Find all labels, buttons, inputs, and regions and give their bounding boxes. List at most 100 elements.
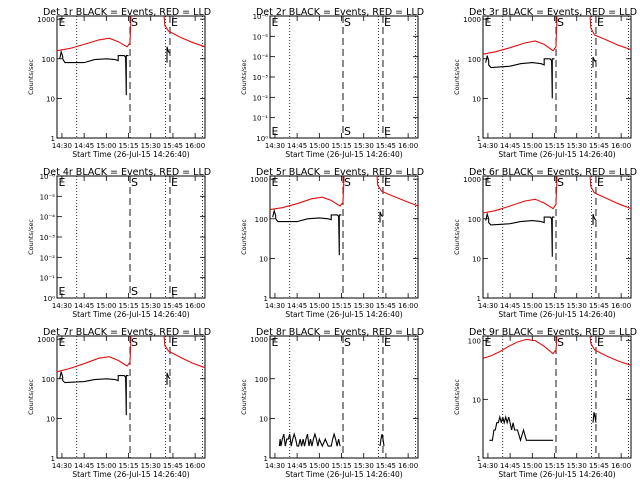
- panel-4r-ytick-label: 10⁻³: [40, 234, 56, 242]
- panel-4r-ytick-label: 10⁻²: [40, 254, 56, 262]
- panel-7r-xtick-label: 14:30: [52, 462, 72, 470]
- panel-5r-lld-line-seg1: [376, 175, 419, 207]
- panel-1r-marker-top-e: E: [58, 16, 65, 29]
- panel-4r-ylabel: Counts/sec: [27, 219, 35, 255]
- panel-4r-ytick-label: 10⁻⁴: [40, 214, 56, 222]
- panel-9r-events-line-seg0: [489, 414, 554, 443]
- panel-9r-xtick-label: 16:00: [611, 462, 631, 470]
- panel-4r-marker-top-s: S: [131, 176, 138, 189]
- panel-4r-xlabel: Start Time (26-Jul-15 14:26:40): [72, 310, 189, 319]
- panel-6r-marker-top-e: E: [597, 176, 604, 189]
- panel-1r-title: Det 1r BLACK = Events, RED = LLD: [43, 7, 211, 18]
- panel-5r-ytick-label: 100: [255, 216, 268, 224]
- panel-2r-ytick-label: 10⁻⁵: [253, 33, 269, 41]
- panel-2r-title: Det 2r BLACK = Events, RED = LLD: [256, 7, 424, 18]
- panel-1r-marker-top-s: S: [131, 16, 138, 29]
- panel-4r-ytick-label: 10⁻¹: [40, 275, 56, 283]
- panel-7r-xtick-label: 15:15: [118, 462, 138, 470]
- panel-6r-xlabel: Start Time (26-Jul-15 14:26:40): [498, 310, 615, 319]
- panel-9r-xlabel: Start Time (26-Jul-15 14:26:40): [498, 470, 615, 479]
- panel-1r-ytick-label: 10: [46, 95, 55, 103]
- panel-8r-ylabel: Counts/sec: [240, 379, 248, 415]
- panel-8r-xtick-label: 14:30: [265, 462, 285, 470]
- panel-8r-ytick-label: 100: [255, 376, 268, 384]
- panel-2r-ytick-label: 10⁻⁴: [253, 54, 269, 62]
- panel-8r-xtick-label: 16:00: [398, 462, 418, 470]
- panel-8r-marker-top-e: E: [271, 336, 278, 349]
- panel-1r-lld-line-seg1: [163, 15, 206, 48]
- panel-2r-xtick-label: 14:30: [265, 142, 285, 150]
- panel-5r-axes-frame: [269, 175, 419, 299]
- panel-8r-events-line-seg1: [379, 433, 385, 447]
- panel-2r-ytick-label: 10⁰: [256, 135, 268, 143]
- panel-5r-ytick-label: 1: [264, 295, 268, 303]
- panel-4r-axes-frame: [56, 175, 206, 299]
- panel-2r-marker-bottom-s: S: [344, 125, 351, 138]
- panel-5r-xtick-label: 15:45: [376, 302, 396, 310]
- panel-9r-marker-top-e: E: [597, 336, 604, 349]
- panel-1r-xtick-label: 16:00: [185, 142, 205, 150]
- panel-8r-title: Det 8r BLACK = Events, RED = LLD: [256, 327, 424, 338]
- panel-9r-xtick-label: 15:15: [544, 462, 564, 470]
- panel-6r-ytick-label: 100: [468, 216, 481, 224]
- panel-9r-ytick-label: 10: [472, 396, 481, 404]
- panel-9r-lld-line-seg0: [482, 335, 558, 359]
- panel-7r-ytick-label: 1: [51, 455, 55, 463]
- panel-3r-events-line-seg1: [592, 56, 597, 68]
- panel-7r-ytick-label: 100: [42, 376, 55, 384]
- panel-9r-xtick-label: 14:30: [478, 462, 498, 470]
- panel-9r-ytick-label: 100: [468, 338, 481, 346]
- panel-1r-lld-line-seg0: [56, 15, 132, 52]
- panel-6r-xtick-label: 15:45: [589, 302, 609, 310]
- panel-6r-xtick-label: 14:45: [500, 302, 520, 310]
- panel-3r-xtick-label: 14:45: [500, 142, 520, 150]
- panel-3r-ylabel: Counts/sec: [453, 59, 461, 95]
- panel-3r-xtick-label: 15:30: [567, 142, 587, 150]
- panel-6r-ytick-label: 1: [477, 295, 481, 303]
- panel-1r-axes-frame: [56, 15, 206, 139]
- panel-3r-marker-top-s: S: [557, 16, 564, 29]
- panel-3r-marker-top-e: E: [597, 16, 604, 29]
- panel-4r-marker-bottom-e: E: [58, 285, 65, 298]
- panel-8r-xtick-label: 15:15: [331, 462, 351, 470]
- panel-4r-marker-top-e: E: [171, 176, 178, 189]
- panel-6r-xtick-label: 15:00: [522, 302, 542, 310]
- panel-3r-xtick-label: 15:00: [522, 142, 542, 150]
- panel-2r-xtick-label: 15:30: [354, 142, 374, 150]
- panel-7r-ytick-label: 1000: [37, 336, 55, 344]
- panel-1r-ytick-label: 1: [51, 135, 55, 143]
- panel-5r-xtick-label: 15:30: [354, 302, 374, 310]
- panel-9r-xtick-label: 14:45: [500, 462, 520, 470]
- panel-8r-xtick-label: 15:45: [376, 462, 396, 470]
- panel-5r-xtick-label: 14:45: [287, 302, 307, 310]
- panel-3r-xtick-label: 14:30: [478, 142, 498, 150]
- panel-6r-axes-frame: [482, 175, 632, 299]
- panel-2r-marker-top-e: E: [271, 16, 278, 29]
- panel-7r-xtick-label: 14:45: [74, 462, 94, 470]
- panel-7r-lld-line-seg0: [56, 335, 132, 373]
- panel-2r-marker-top-e: E: [384, 16, 391, 29]
- panel-8r-marker-top-s: S: [344, 336, 351, 349]
- panel-3r-ytick-label: 100: [468, 56, 481, 64]
- panel-2r-marker-bottom-e: E: [384, 125, 391, 138]
- panel-1r-events-line-seg0: [59, 49, 129, 96]
- panel-2r-marker-top-s: S: [344, 16, 351, 29]
- panel-2r-xtick-label: 15:15: [331, 142, 351, 150]
- panel-1r-xtick-label: 14:45: [74, 142, 94, 150]
- panel-5r-marker-top-s: S: [344, 176, 351, 189]
- panel-1r-xlabel: Start Time (26-Jul-15 14:26:40): [72, 150, 189, 159]
- panel-8r-ytick-label: 1000: [250, 336, 268, 344]
- panel-3r-lld-line-seg1: [589, 15, 632, 51]
- panel-8r-events-line-seg0: [278, 432, 341, 448]
- panel-5r-title: Det 5r BLACK = Events, RED = LLD: [256, 167, 424, 178]
- panel-2r-marker-bottom-e: E: [271, 125, 278, 138]
- panel-7r-xlabel: Start Time (26-Jul-15 14:26:40): [72, 470, 189, 479]
- panel-2r-ytick-label: 10⁻⁶: [253, 13, 269, 21]
- panel-4r-xtick-label: 15:45: [163, 302, 183, 310]
- panel-4r-xtick-label: 15:30: [141, 302, 161, 310]
- panel-4r-xtick-label: 15:15: [118, 302, 138, 310]
- panel-1r-xtick-label: 15:45: [163, 142, 183, 150]
- panel-3r-title: Det 3r BLACK = Events, RED = LLD: [469, 7, 637, 18]
- panel-4r-marker-bottom-e: E: [171, 285, 178, 298]
- panel-5r-ylabel: Counts/sec: [240, 219, 248, 255]
